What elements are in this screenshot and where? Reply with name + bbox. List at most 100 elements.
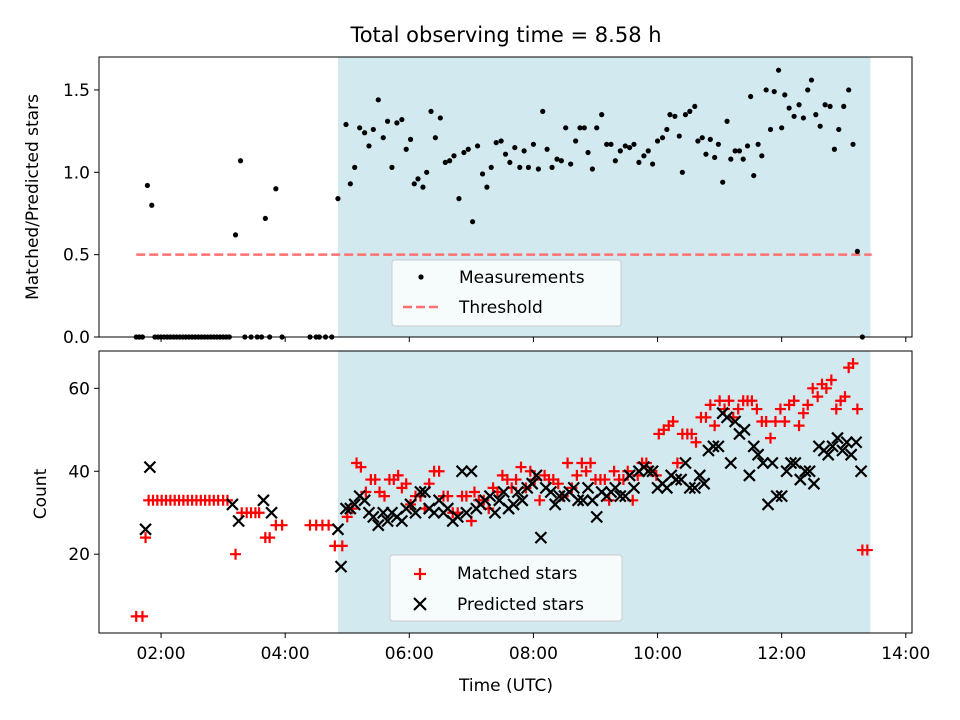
measurement-point [699,135,705,141]
measurement-point [796,102,802,108]
predicted-star-point [418,485,432,499]
count-panel: 20 40 60 02:00 04:00 06:00 08:00 10:00 12:00 14:… [31,350,930,696]
predicted-star-point [451,510,464,524]
predicted-star-point [567,481,581,495]
measurement-point [540,108,546,114]
measurement-point [813,112,819,118]
matched-star-point [360,486,372,498]
legend-measurements-marker [418,274,424,280]
matched-star-point [640,457,652,469]
measurement-point [535,166,541,172]
predicted-star-point [507,498,520,511]
predicted-star-point [775,489,788,503]
measurement-point [544,146,550,152]
matched-star-point [400,478,412,490]
measurement-point [558,158,564,164]
predicted-star-point [627,481,641,495]
ratio-plot-frame [98,56,913,338]
matched-star-point [709,420,721,432]
measurement-point [836,126,842,133]
predicted-star-point [348,498,361,511]
measurement-point [759,153,765,159]
predicted-star-point [139,523,152,536]
predicted-star-point [409,506,422,520]
legend-threshold-label: Threshold [458,298,543,318]
y-tick-label: 1.0 [63,163,90,183]
measurement-point [755,141,761,147]
measurement-point [530,141,537,147]
matched-star-point [534,494,546,506]
matched-star-point [433,465,445,477]
count-plot-frame [98,350,913,634]
predicted-star-point [571,494,585,507]
measurement-point [549,164,555,170]
matched-star-point [617,474,629,486]
measurement-point [589,166,595,172]
measurement-point [232,232,239,238]
measurement-point [577,125,583,131]
matched-star-point [468,486,480,498]
measurement-point [470,219,476,225]
predicted-star-point [257,494,270,507]
measurement-point [502,151,509,157]
measurement-point [237,158,244,164]
predicted-star-point [609,481,622,495]
matched-star-point [253,507,265,519]
predicted-star-point [770,489,783,503]
matched-star-point [378,490,390,502]
measurement-point [428,108,434,114]
measurement-point [347,181,353,187]
predicted-star-point [525,477,539,490]
x-tick-label: 04:00 [261,644,310,664]
measurement-point [679,169,685,175]
measurement-point [779,125,785,131]
legend-matched-label: Matched stars [457,564,577,584]
measurement-point [149,202,155,208]
legend-predicted-label: Predicted stars [457,595,584,615]
measurement-point [554,156,560,162]
measurement-point [604,141,610,147]
predicted-star-point [641,464,655,478]
count-legend: Matched stars Predicted stars [389,554,623,622]
predicted-star-point [669,473,683,486]
matched-star-point [746,395,758,407]
measurement-point [641,153,647,159]
measurement-point [432,135,438,141]
x-tick-label: 08:00 [509,644,558,664]
predicted-star-point [530,469,543,482]
predicted-star-point [826,440,839,453]
ratio-legend: Measurements Threshold [391,259,622,327]
count-x-ticks: 02:00 04:00 06:00 08:00 10:00 12:00 14:00 [137,633,930,664]
y-tick-label: 60 [68,379,90,399]
matched-star-point [585,457,597,469]
predicted-star-point [844,448,858,461]
measurement-point [362,130,368,136]
legend-matched-marker [414,568,426,580]
matched-star-point [760,416,772,427]
measurement-point [594,125,600,131]
measurement-point [751,172,757,179]
measurement-point [273,186,279,192]
matched-star-point [140,532,152,544]
measurement-point [771,88,777,95]
measurement-point [437,115,443,121]
predicted-star-point [414,485,427,499]
chart-title: Total observing time = 8.58 h [349,23,661,47]
predicted-star-point [854,464,868,478]
matched-star-point [276,519,288,531]
predicted-star-point [515,494,529,507]
measurement-point [617,148,623,154]
predicted-star-point [226,498,239,511]
predicted-star-point [743,469,756,482]
predicted-star-point [339,502,353,515]
matched-star-point [704,399,716,411]
matched-star-point [820,382,832,394]
matched-star-point [797,407,809,419]
matched-star-point [580,465,592,477]
predicted-star-point [798,464,812,478]
measurement-point [712,154,718,161]
measurement-point [649,161,656,167]
predicted-star-point [331,523,345,536]
measurement-point [424,169,430,175]
measurement-point [676,133,682,139]
